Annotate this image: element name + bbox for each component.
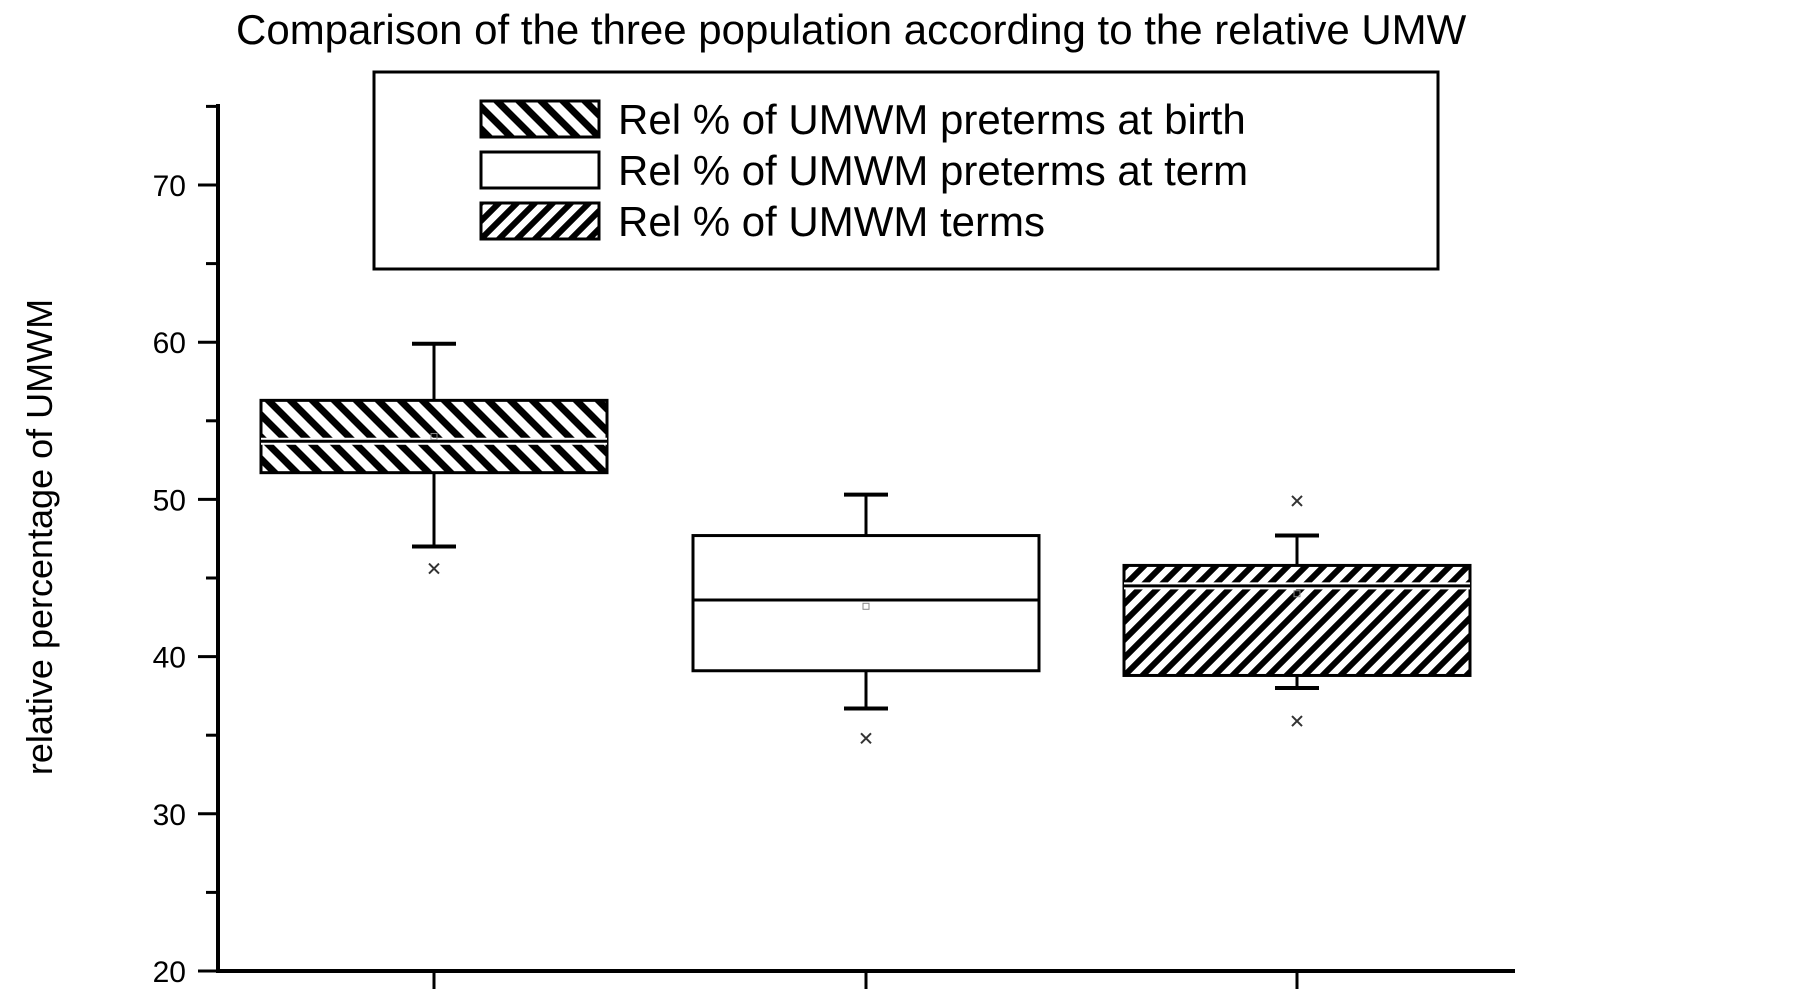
- boxes: [259, 341, 1472, 745]
- y-tick-label: 20: [153, 956, 186, 989]
- outlier-marker: [860, 732, 872, 745]
- y-tick-label: 30: [153, 799, 186, 832]
- legend-swatch: [479, 99, 601, 139]
- outlier-marker: [1291, 495, 1303, 507]
- x-ticks: [432, 971, 1299, 989]
- mean-marker: [1293, 590, 1301, 598]
- box-2: [691, 492, 1041, 745]
- y-tick-label: 60: [153, 327, 186, 360]
- y-axis-title: relative percentage of UMWM: [19, 299, 60, 775]
- axes: 20 30 40 50 60 70: [153, 104, 1515, 989]
- chart-title: Comparison of the three population accor…: [236, 6, 1467, 53]
- mean-marker: [862, 602, 870, 610]
- outlier-marker: [1291, 715, 1303, 727]
- legend-label: Rel % of UMWM terms: [618, 198, 1045, 245]
- y-tick-label: 70: [153, 170, 186, 203]
- box-3: [1122, 495, 1472, 727]
- outlier-marker: [428, 562, 440, 575]
- y-ticks: 20 30 40 50 60 70: [153, 104, 218, 989]
- box-iqr: [259, 398, 609, 475]
- legend-swatch: [479, 150, 601, 190]
- box-1: [259, 341, 609, 575]
- legend-swatch: [479, 201, 601, 241]
- y-tick-label: 50: [153, 484, 186, 517]
- legend-label: Rel % of UMWM preterms at birth: [618, 96, 1246, 143]
- box-iqr: [1122, 563, 1472, 677]
- mean-marker: [430, 433, 438, 441]
- y-tick-label: 40: [153, 642, 186, 675]
- legend-label: Rel % of UMWM preterms at term: [618, 147, 1248, 194]
